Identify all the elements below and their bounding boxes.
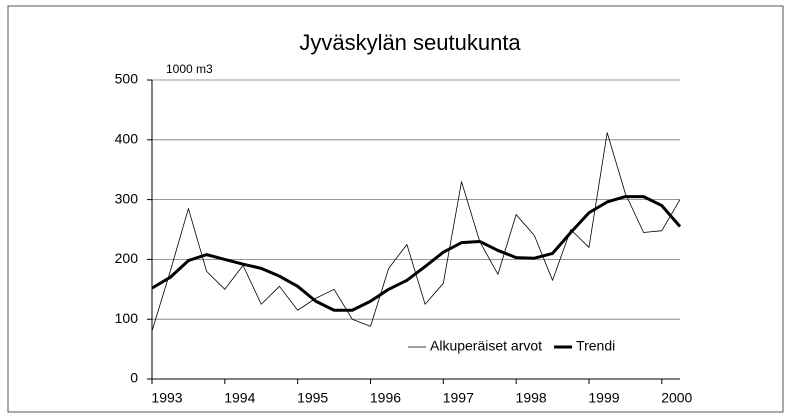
x-tick-label: 2000 <box>661 390 692 406</box>
y-tick-label: 400 <box>115 131 139 147</box>
x-tick-label: 1993 <box>151 390 182 406</box>
x-tick-label: 1997 <box>443 390 474 406</box>
x-tick-label: 1999 <box>588 390 619 406</box>
y-tick-label: 300 <box>115 190 139 206</box>
x-tick-label: 1994 <box>224 390 255 406</box>
x-tick-label: 1995 <box>297 390 328 406</box>
y-axis-label: 1000 m3 <box>166 62 213 76</box>
series-line <box>151 195 682 312</box>
legend-label: Trendi <box>576 338 615 354</box>
y-tick-label: 500 <box>115 71 139 87</box>
y-tick-label: 200 <box>115 250 139 266</box>
x-tick-label: 1998 <box>516 390 547 406</box>
x-tick-label: 1996 <box>370 390 401 406</box>
y-tick-label: 0 <box>130 370 138 386</box>
legend-label: Alkuperäiset arvot <box>430 338 542 354</box>
frame <box>7 5 784 413</box>
chart-title: Jyväskylän seutukunta <box>299 30 521 55</box>
series-line <box>151 132 681 332</box>
y-tick-label: 100 <box>115 310 139 326</box>
